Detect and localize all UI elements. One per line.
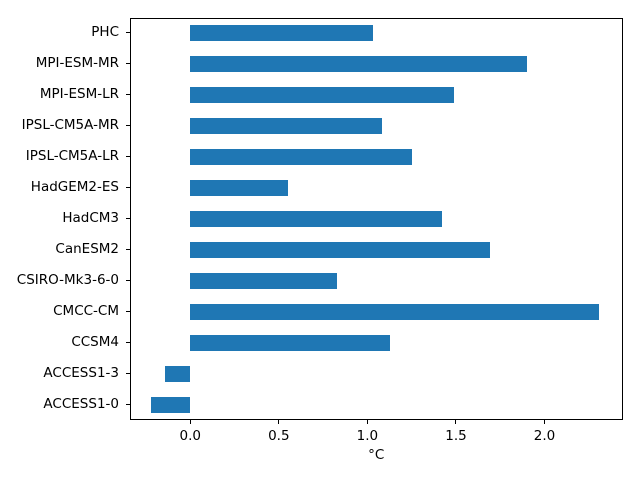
y-tick-mark xyxy=(126,218,130,220)
y-tick-mark xyxy=(126,373,130,375)
x-tick-mark xyxy=(189,420,191,424)
y-tick-mark xyxy=(126,94,130,96)
x-axis-label: °C xyxy=(368,447,385,463)
y-tick-mark xyxy=(126,63,130,65)
bar-hadgem2-es xyxy=(190,179,288,196)
x-tick-mark xyxy=(544,420,546,424)
y-tick-label: IPSL-CM5A-LR xyxy=(25,148,119,165)
x-tick-mark xyxy=(455,420,457,424)
bar-ipsl-cm5a-lr xyxy=(190,148,412,165)
y-tick-label: CanESM2 xyxy=(55,241,119,258)
bar-ccsm4 xyxy=(190,334,391,351)
y-tick-label: ACCESS1-3 xyxy=(43,365,119,382)
bar-csiro-mk3-6-0 xyxy=(190,272,338,289)
y-tick-label: MPI-ESM-LR xyxy=(39,86,119,103)
x-tick-mark xyxy=(278,420,280,424)
y-tick-label: CMCC-CM xyxy=(53,303,119,320)
y-tick-label: HadCM3 xyxy=(62,210,119,227)
bar-access1-3 xyxy=(165,365,191,382)
y-tick-mark xyxy=(126,125,130,127)
y-tick-mark xyxy=(126,249,130,251)
x-tick-label: 2.0 xyxy=(533,428,556,444)
bar-access1-0 xyxy=(151,396,191,413)
x-tick-label: 0.0 xyxy=(179,428,201,444)
y-tick-label: ACCESS1-0 xyxy=(43,396,119,413)
y-tick-label: IPSL-CM5A-MR xyxy=(21,117,119,134)
bar-phc xyxy=(190,24,373,41)
y-tick-label: PHC xyxy=(91,24,119,41)
bar-canesm2 xyxy=(190,241,490,258)
y-tick-mark xyxy=(126,32,130,34)
y-tick-mark xyxy=(126,404,130,406)
bar-mpi-esm-mr xyxy=(190,55,527,72)
y-tick-mark xyxy=(126,156,130,158)
y-tick-mark xyxy=(126,187,130,189)
bar-mpi-esm-lr xyxy=(190,86,455,103)
y-tick-label: CCSM4 xyxy=(71,334,119,351)
y-tick-mark xyxy=(126,342,130,344)
x-tick-mark xyxy=(366,420,368,424)
x-tick-label: 1.0 xyxy=(356,428,379,444)
bar-hadcm3 xyxy=(190,210,442,227)
y-tick-mark xyxy=(126,280,130,282)
y-tick-mark xyxy=(126,311,130,313)
bar-cmcc-cm xyxy=(190,303,600,320)
y-tick-label: CSIRO-Mk3-6-0 xyxy=(16,272,119,289)
y-tick-label: HadGEM2-ES xyxy=(30,179,119,196)
x-tick-label: 0.5 xyxy=(268,428,290,444)
y-tick-label: MPI-ESM-MR xyxy=(35,55,119,72)
bar-ipsl-cm5a-mr xyxy=(190,117,382,134)
x-tick-label: 1.5 xyxy=(445,428,467,444)
